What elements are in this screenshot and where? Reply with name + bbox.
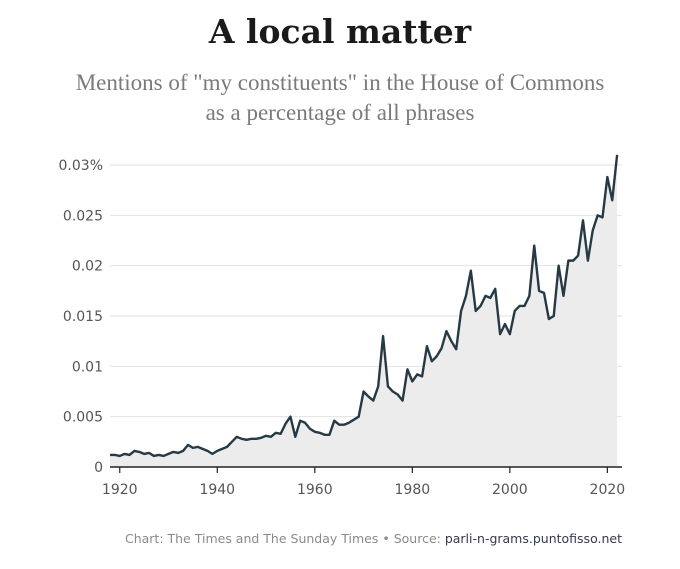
chart-credit: Chart: The Times and The Sunday Times: [124, 531, 379, 546]
y-tick-label: 0.025: [63, 208, 103, 224]
x-tick-labels: 1920 1940 1960 1980 2000 2020: [102, 482, 625, 498]
source-label: Source:: [393, 531, 445, 546]
y-tick-label: 0.02: [72, 259, 103, 275]
source-link[interactable]: parli-n-grams.puntofisso.net: [444, 531, 622, 546]
x-tick-label: 1960: [297, 482, 333, 498]
y-tick-label: 0.01: [72, 359, 103, 375]
x-tick-label: 1940: [199, 482, 235, 498]
chart-footer: Chart: The Times and The Sunday Times • …: [125, 531, 622, 546]
area-fill: [110, 154, 618, 467]
x-ticks: [119, 467, 608, 473]
x-tick-label: 2000: [492, 482, 528, 498]
x-tick-label: 1920: [102, 482, 138, 498]
y-tick-labels: 0 0.005 0.01 0.015 0.02 0.025 0.03%: [59, 158, 103, 476]
series-line: [110, 154, 619, 458]
y-tick-label: 0.015: [63, 309, 103, 325]
y-tick-label: 0.03%: [59, 158, 103, 174]
x-tick-label: 2020: [590, 482, 626, 498]
chart-subtitle-line-1: Mentions of "my constituents" in the Hou…: [75, 70, 605, 95]
x-tick-label: 1980: [395, 482, 431, 498]
y-tick-label: 0.005: [63, 410, 103, 426]
chart-title: A local matter: [208, 12, 472, 51]
footer-separator: •: [378, 531, 394, 546]
y-tick-label: 0: [94, 460, 103, 476]
chart-subtitle-line-2: as a percentage of all phrases: [205, 100, 475, 125]
